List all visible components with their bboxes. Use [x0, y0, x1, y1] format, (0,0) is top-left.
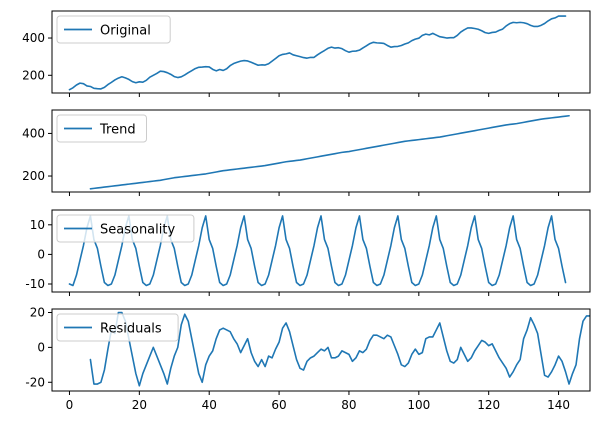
seasonality-axes-frame: [51, 209, 591, 293]
trend-line: [89, 114, 570, 190]
trend-legend-label: Trend: [99, 123, 136, 138]
residuals-legend-box: [56, 313, 179, 342]
trend-subplot: 200 400 Trend: [22, 109, 591, 196]
original-subplot: 200 400 Original: [22, 10, 591, 97]
original-ytick-label: 200: [22, 68, 45, 82]
residuals-axes-frame: [51, 308, 591, 392]
seasonality-ytick-label: -10: [25, 277, 45, 291]
seasonality-ytick-label: 10: [30, 218, 45, 232]
original-line: [68, 15, 567, 91]
xtick-label: 80: [341, 398, 356, 412]
xtick-label: 40: [202, 398, 217, 412]
seasonality-legend-box: [56, 214, 195, 243]
xtick-label: 60: [271, 398, 286, 412]
seasonality-line: [68, 215, 567, 287]
original-legend-box: [56, 15, 171, 44]
original-axes-frame: [51, 10, 591, 94]
residuals-line: [89, 311, 590, 387]
seasonality-ytick-label: 0: [37, 247, 45, 261]
seasonality-subplot: -10 0 10 Seasonality: [25, 209, 591, 296]
residuals-subplot: -20 0 20 0 20 40 60 80 100 120 140 Residuals: [25, 305, 591, 412]
trend-legend-box: [56, 114, 147, 143]
xtick-label: 120: [477, 398, 500, 412]
residuals-ytick-label: 0: [37, 340, 45, 354]
trend-ytick-label: 200: [22, 169, 45, 183]
seasonality-legend-label: Seasonality: [100, 223, 175, 238]
trend-axes-frame: [51, 109, 591, 193]
residuals-ytick-label: 20: [30, 305, 45, 319]
xtick-label: 0: [66, 398, 74, 412]
xtick-label: 100: [407, 398, 430, 412]
xtick-label: 20: [132, 398, 147, 412]
residuals-ytick-label: -20: [25, 375, 45, 389]
trend-ytick-label: 400: [22, 126, 45, 140]
original-ytick-label: 400: [22, 31, 45, 45]
original-legend-label: Original: [100, 24, 151, 39]
xtick-label: 140: [547, 398, 570, 412]
residuals-legend-label: Residuals: [100, 322, 162, 337]
